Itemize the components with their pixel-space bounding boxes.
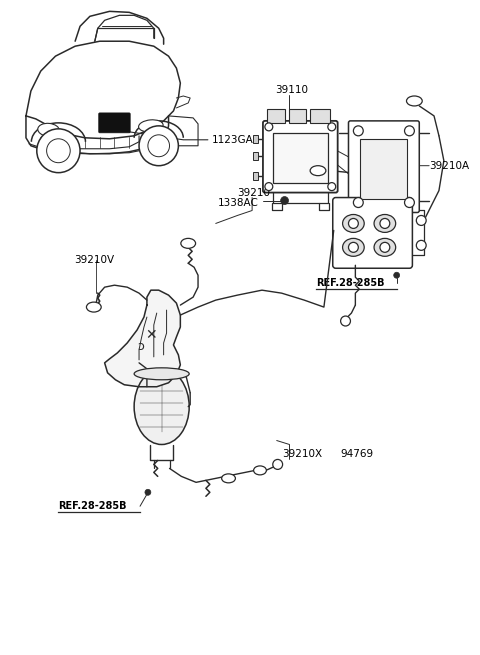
Text: ↄ: ↄ [138, 341, 144, 354]
Circle shape [37, 129, 80, 173]
Bar [360, 139, 408, 198]
Text: REF.28-285B: REF.28-285B [316, 278, 384, 288]
Ellipse shape [253, 466, 266, 475]
Circle shape [265, 183, 273, 191]
Ellipse shape [407, 96, 422, 106]
Text: 1123GA: 1123GA [212, 135, 253, 145]
Ellipse shape [139, 120, 163, 132]
FancyBboxPatch shape [263, 121, 337, 193]
Ellipse shape [343, 214, 364, 233]
Circle shape [348, 219, 358, 229]
Circle shape [148, 135, 169, 157]
Circle shape [328, 183, 336, 191]
Text: REF.28-285B: REF.28-285B [59, 501, 127, 512]
Bar [253, 135, 258, 143]
Circle shape [139, 126, 179, 166]
Circle shape [348, 242, 358, 252]
Ellipse shape [374, 238, 396, 256]
Ellipse shape [134, 369, 189, 445]
Ellipse shape [222, 474, 235, 483]
Bar [310, 109, 330, 123]
Ellipse shape [374, 214, 396, 233]
Bar [288, 109, 306, 123]
FancyBboxPatch shape [99, 113, 130, 133]
Text: 39210: 39210 [238, 187, 270, 198]
Ellipse shape [310, 166, 326, 176]
Ellipse shape [38, 123, 60, 136]
FancyBboxPatch shape [348, 121, 420, 212]
Circle shape [353, 126, 363, 136]
Text: 39110: 39110 [275, 85, 308, 95]
Circle shape [145, 489, 151, 495]
Text: 39150: 39150 [352, 223, 385, 233]
Polygon shape [105, 290, 180, 386]
Circle shape [353, 198, 363, 208]
Circle shape [380, 242, 390, 252]
Ellipse shape [86, 302, 101, 312]
Circle shape [341, 316, 350, 326]
Text: 39210V: 39210V [74, 255, 114, 265]
Circle shape [405, 198, 414, 208]
Circle shape [416, 215, 426, 225]
Bar [273, 133, 328, 183]
Ellipse shape [134, 368, 189, 380]
Circle shape [273, 459, 283, 470]
Bar [253, 172, 258, 179]
Bar [253, 152, 258, 160]
Text: 39210X: 39210X [283, 449, 323, 459]
Text: 94769: 94769 [341, 449, 374, 459]
Circle shape [416, 240, 426, 250]
Circle shape [394, 272, 400, 278]
Circle shape [265, 123, 273, 131]
Circle shape [328, 123, 336, 131]
FancyBboxPatch shape [333, 198, 412, 269]
Ellipse shape [343, 238, 364, 256]
Bar [267, 109, 285, 123]
Circle shape [47, 139, 70, 162]
Circle shape [405, 126, 414, 136]
Ellipse shape [181, 238, 195, 248]
Text: 39210A: 39210A [429, 160, 469, 171]
Text: ✕: ✕ [145, 328, 156, 342]
Text: 1338AC: 1338AC [218, 198, 259, 208]
Circle shape [281, 196, 288, 204]
Circle shape [380, 219, 390, 229]
